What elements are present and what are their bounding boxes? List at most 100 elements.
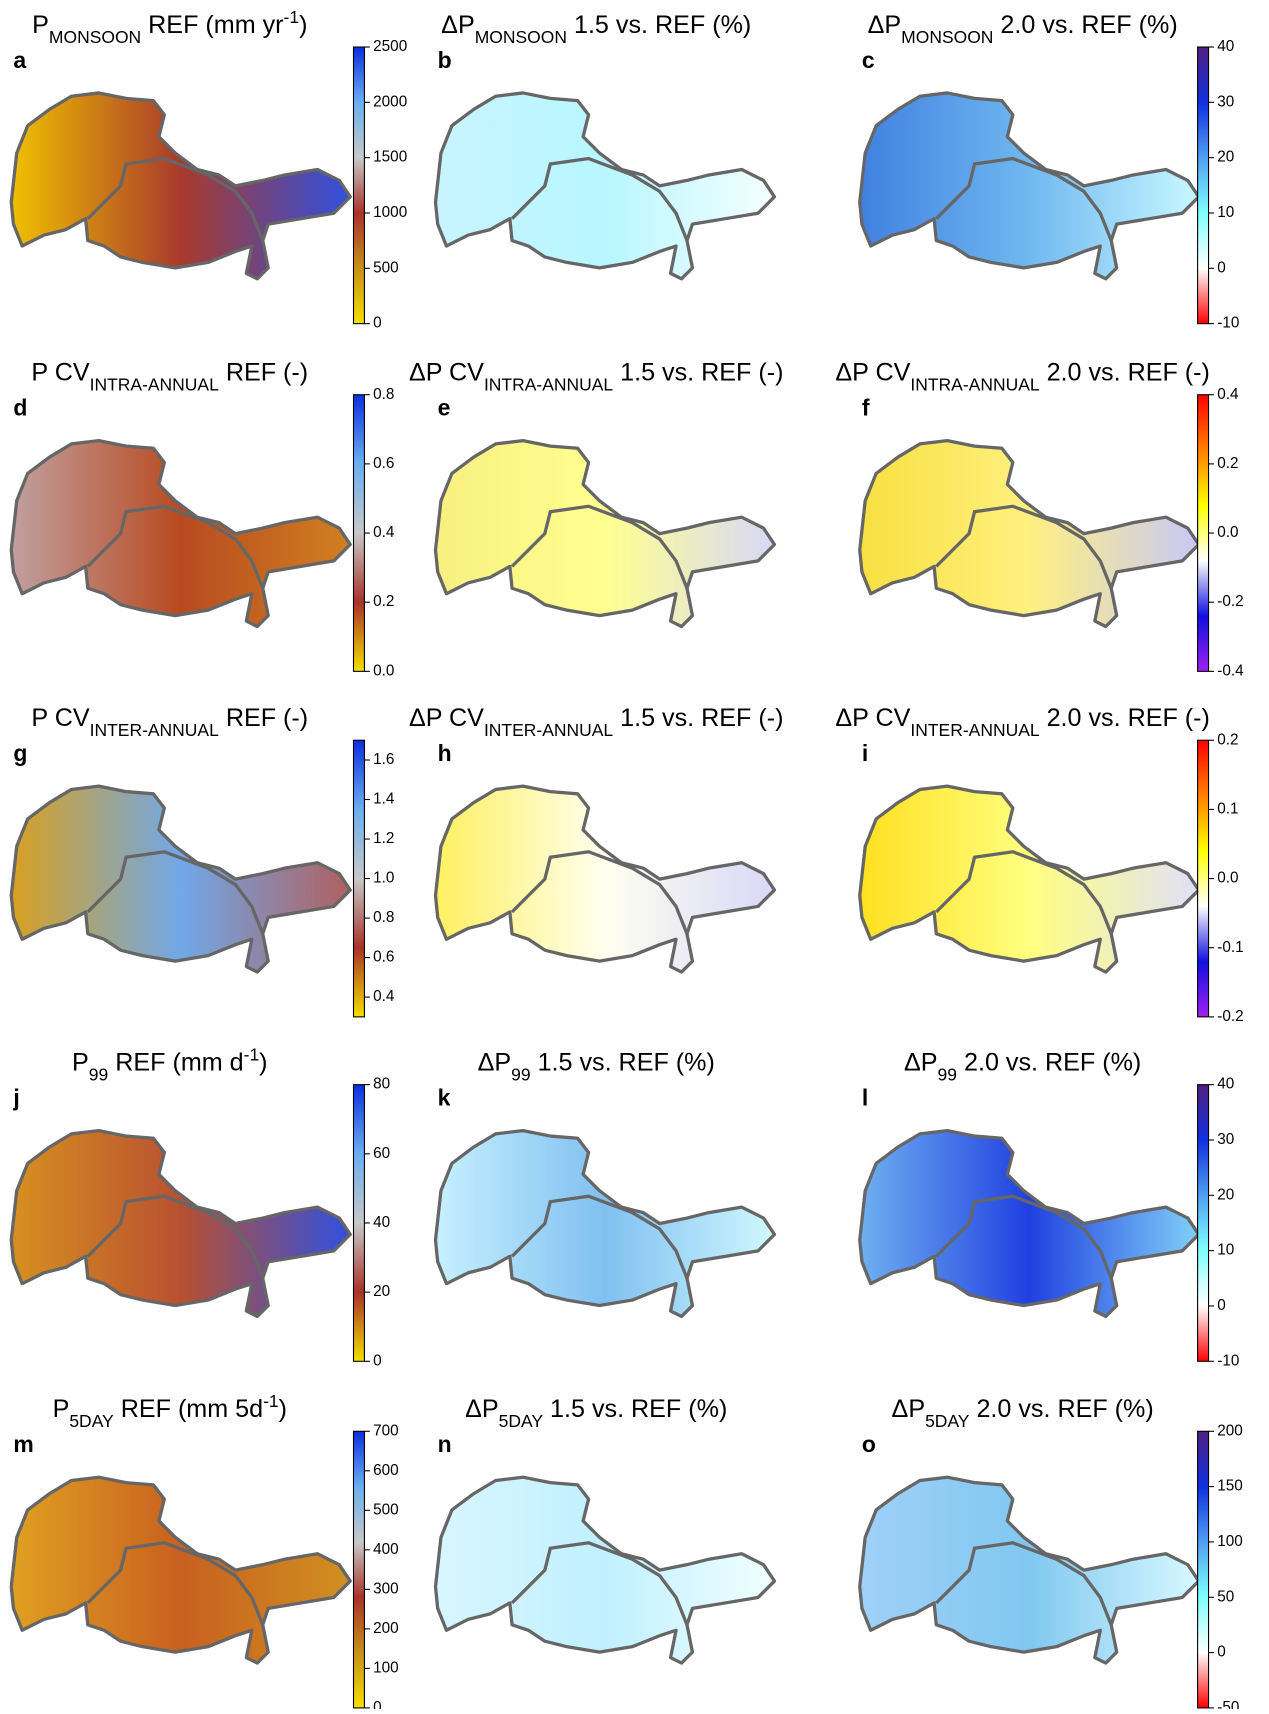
panel-title: PMONSOON REF (mm yr-1) (32, 7, 307, 47)
panel-letter: b (438, 47, 452, 73)
colorbar-tick-label: -0.4 (1217, 662, 1244, 679)
panel-letter: l (862, 1084, 868, 1110)
panel-letter: k (438, 1084, 451, 1110)
title-part: 99 (511, 1064, 530, 1084)
colorbar-tick-label: 300 (373, 1580, 399, 1597)
map (9, 1128, 352, 1319)
map (858, 439, 1201, 629)
map (858, 1475, 1201, 1665)
colorbar (352, 1084, 365, 1362)
colorbar-tick-label: 0.1 (1217, 800, 1238, 817)
map-region (433, 91, 777, 281)
title-part: P (53, 1395, 70, 1423)
colorbar-tick-label: -10 (1217, 1352, 1239, 1369)
title-part: 1.5 vs. REF (-) (613, 359, 783, 387)
colorbar-tick-label: 100 (1217, 1533, 1243, 1550)
colorbar-tick-label: 80 (373, 1076, 390, 1093)
panel-title: ΔP CVINTER-ANNUAL 1.5 vs. REF (-) (409, 704, 784, 740)
colorbar-tick-label: -0.2 (1217, 1008, 1243, 1025)
title-part: ΔP CV (409, 359, 484, 387)
colorbar-tick-label: 2500 (373, 38, 407, 55)
colorbar-tick-label: 200 (373, 1620, 399, 1637)
basin-boundary (935, 156, 1113, 242)
basin-boundary (510, 1541, 689, 1626)
colorbar-tick-label: 1.0 (373, 870, 394, 887)
colorbar-tick-label: 0.4 (1217, 386, 1239, 403)
colorbar-tick-label: 20 (1217, 1186, 1234, 1203)
map (9, 439, 352, 629)
panel-title: ΔP5DAY 2.0 vs. REF (%) (892, 1395, 1154, 1431)
map (9, 1475, 352, 1665)
colorbar-tick-label: 0 (373, 1352, 382, 1369)
basin-boundary (86, 1541, 265, 1626)
map (858, 784, 1201, 974)
colorbar-tick-label: 60 (373, 1145, 390, 1162)
colorbar-tick-label: 1.4 (373, 791, 395, 808)
colorbar-tick-label: 30 (1217, 1131, 1234, 1148)
panel-title: ΔP CVINTRA-ANNUAL 1.5 vs. REF (-) (409, 359, 784, 395)
colorbar-tick-label: 0 (373, 1699, 382, 1709)
colorbar-tick-label: 40 (373, 1214, 390, 1231)
panel-title: ΔP CVINTRA-ANNUAL 2.0 vs. REF (-) (835, 359, 1210, 395)
colorbar (352, 1430, 365, 1709)
colorbar-tick-label: 10 (1217, 1242, 1234, 1259)
map-region (433, 1475, 777, 1665)
map-region (9, 91, 352, 281)
title-part: 2.0 vs. REF (%) (957, 1048, 1141, 1076)
map-region (858, 784, 1201, 974)
basin-boundary (86, 156, 265, 242)
panel-letter: c (862, 47, 875, 73)
panel-title: ΔP5DAY 1.5 vs. REF (%) (465, 1395, 727, 1431)
colorbar-tick-label: -0.1 (1217, 939, 1243, 956)
basin-boundary (86, 1194, 265, 1279)
panel-title: P CVINTRA-ANNUAL REF (-) (31, 359, 308, 395)
colorbar-tick-label: 100 (373, 1659, 399, 1676)
colorbar-tick-label: 0.6 (373, 949, 394, 966)
colorbar-tick-label: 500 (373, 1501, 399, 1518)
title-part: P (72, 1048, 89, 1076)
title-part: P CV (31, 359, 89, 387)
panel-title: ΔPMONSOON 1.5 vs. REF (%) (441, 11, 751, 47)
colorbar-tick-label: 1.6 (373, 751, 394, 768)
basin-boundary (510, 156, 689, 242)
panel-title: ΔPMONSOON 2.0 vs. REF (%) (868, 11, 1178, 47)
colorbar-tick-label: 0.2 (1217, 455, 1238, 472)
colorbar-tick-label: 20 (373, 1283, 390, 1300)
title-part: REF (mm yr (141, 11, 283, 39)
colorbar-tick-label: 150 (1217, 1478, 1243, 1495)
basin-boundary (935, 504, 1113, 589)
map-region (433, 439, 777, 629)
map-region (858, 439, 1201, 629)
title-part: 2.0 vs. REF (%) (969, 1395, 1153, 1423)
panel-letter: m (13, 1431, 33, 1457)
colorbar-tick-label: 700 (373, 1422, 399, 1439)
title-part: 5DAY (499, 1411, 544, 1431)
title-part: ΔP (892, 1395, 926, 1423)
map-region (858, 1128, 1201, 1319)
colorbar-tick-label: 600 (373, 1462, 399, 1479)
colorbar-tick-label: 0 (1217, 259, 1226, 276)
map (433, 1475, 777, 1665)
colorbar-tick-label: 200 (1217, 1422, 1243, 1439)
title-part: INTRA-ANNUAL (910, 375, 1039, 395)
colorbar-tick-label: 0.2 (373, 593, 394, 610)
colorbar (1197, 739, 1210, 1018)
title-part: 2.0 vs. REF (%) (993, 11, 1177, 39)
title-part: ΔP CV (409, 704, 484, 732)
basin-boundary (935, 1194, 1113, 1279)
colorbar-tick-label: 0.4 (373, 524, 395, 541)
colorbar-tick-label: 1000 (373, 204, 407, 221)
colorbar (352, 394, 365, 672)
basin-boundary (86, 850, 265, 935)
panel-letter: f (862, 394, 870, 420)
panel-letter: o (862, 1431, 876, 1457)
title-part: 2.0 vs. REF (-) (1040, 704, 1210, 732)
colorbar-tick-label: 0.8 (373, 386, 394, 403)
title-part: MONSOON (901, 27, 993, 47)
panel-title: P5DAY REF (mm 5d-1) (53, 1391, 287, 1431)
title-part: 5DAY (925, 1411, 970, 1431)
map-region (433, 784, 777, 974)
title-part: P CV (31, 704, 89, 732)
title-part: 99 (938, 1064, 957, 1084)
map (9, 784, 352, 974)
